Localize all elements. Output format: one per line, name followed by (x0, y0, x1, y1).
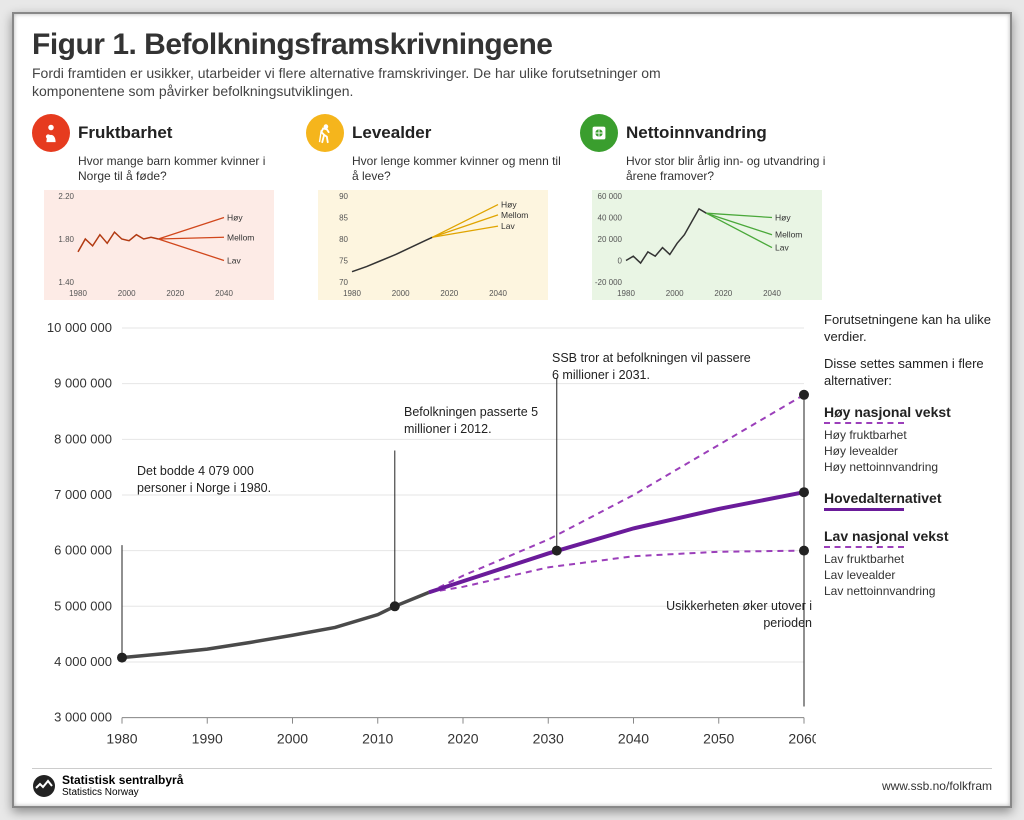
svg-text:2030: 2030 (533, 731, 564, 747)
svg-text:Mellom: Mellom (775, 230, 802, 240)
footer-url: www.ssb.no/folkfram (882, 779, 992, 793)
card-life-sub: Hvor lenge kommer kvinner og menn til å … (352, 154, 566, 184)
svg-text:1980: 1980 (343, 289, 361, 298)
svg-text:80: 80 (339, 235, 348, 244)
mini-chart-migration: -20 000 0 20 000 40 000 60 000 1980 2000 2020 20… (592, 190, 822, 300)
legend-desc: Høy fruktbarhet Høy levealder Høy nettoi… (824, 427, 992, 476)
footer-org-en: Statistics Norway (62, 787, 183, 798)
svg-text:4 000 000: 4 000 000 (54, 654, 112, 669)
card-life: Levealder Hvor lenge kommer kvinner og m… (306, 114, 566, 300)
card-fertility-title: Fruktbarhet (78, 123, 172, 143)
sidebar-intro2: Disse settes sammen i flere alternativer… (824, 356, 992, 390)
mini-chart-fertility: 1.40 1.80 2.20 1980 2000 2020 2040 Høy Mellom Lav (44, 190, 274, 300)
svg-text:6 000 000: 6 000 000 (54, 543, 112, 558)
svg-text:2050: 2050 (703, 731, 734, 747)
card-migration: Nettoinnvandring Hvor stor blir årlig in… (580, 114, 840, 300)
life-icon (306, 114, 344, 152)
svg-text:85: 85 (339, 214, 348, 223)
legend-title: Hovedalternativet (824, 490, 992, 514)
top-cards-row: Fruktbarhet Hvor mange barn kommer kvinn… (32, 114, 992, 300)
annot-uncert: Usikkerheten øker utover i perioden (662, 598, 812, 631)
svg-text:8 000 000: 8 000 000 (54, 432, 112, 447)
footer-org-name: Statistisk sentralbyrå (62, 773, 183, 787)
svg-text:-20 000: -20 000 (595, 278, 623, 287)
svg-text:1980: 1980 (106, 731, 137, 747)
svg-text:1990: 1990 (192, 731, 223, 747)
card-migration-sub: Hvor stor blir årlig inn- og utvandring … (626, 154, 840, 184)
legend-line (824, 508, 904, 511)
svg-text:2040: 2040 (215, 289, 233, 298)
svg-text:Lav: Lav (501, 221, 515, 231)
svg-text:1.80: 1.80 (58, 235, 74, 244)
svg-text:60 000: 60 000 (598, 192, 623, 201)
mini-chart-life: 70 75 80 85 90 1980 2000 2020 2040 HøyMellomLav (318, 190, 548, 300)
figure-subtitle: Fordi framtiden er usikker, utarbeider v… (32, 64, 672, 100)
annot-1980: Det bodde 4 079 000 personer i Norge i 1… (137, 463, 297, 496)
sidebar-intro1: Forutsetningene kan ha ulike verdier. (824, 312, 992, 346)
svg-text:2000: 2000 (277, 731, 308, 747)
main-chart-wrap: 3 000 000 4 000 000 5 000 000 6 000 000 7 00… (32, 308, 816, 764)
footer: Statistisk sentralbyrå Statistics Norway… (32, 768, 992, 798)
card-fertility: Fruktbarhet Hvor mange barn kommer kvinn… (32, 114, 292, 300)
svg-text:20 000: 20 000 (598, 235, 623, 244)
svg-text:10 000 000: 10 000 000 (47, 320, 112, 335)
svg-text:2020: 2020 (714, 289, 732, 298)
card-fertility-sub: Hvor mange barn kommer kvinner i Norge t… (78, 154, 292, 184)
svg-text:2060: 2060 (788, 731, 816, 747)
svg-text:Høy: Høy (501, 200, 517, 210)
svg-text:Lav: Lav (227, 256, 241, 266)
svg-text:75: 75 (339, 257, 348, 266)
svg-text:1980: 1980 (69, 289, 87, 298)
sidebar-legend: Forutsetningene kan ha ulike verdier. Di… (824, 308, 992, 764)
fertility-icon (32, 114, 70, 152)
legend-line (824, 546, 904, 548)
svg-text:3 000 000: 3 000 000 (54, 710, 112, 725)
svg-text:2020: 2020 (447, 731, 478, 747)
legend-line (824, 422, 904, 424)
svg-text:2040: 2040 (489, 289, 507, 298)
legend-title: Lav nasjonal vekst (824, 528, 992, 551)
footer-org: Statistisk sentralbyrå Statistics Norway (32, 773, 183, 798)
svg-text:40 000: 40 000 (598, 214, 623, 223)
card-life-title: Levealder (352, 123, 431, 143)
figure-title: Figur 1. Befolkningsframskrivningene (32, 28, 992, 62)
svg-text:2000: 2000 (666, 289, 684, 298)
svg-text:1.40: 1.40 (58, 278, 74, 287)
annot-2031: SSB tror at befolkningen vil passere 6 m… (552, 350, 752, 383)
svg-text:Mellom: Mellom (501, 210, 528, 220)
svg-text:Mellom: Mellom (227, 233, 254, 243)
svg-text:2.20: 2.20 (58, 192, 74, 201)
svg-text:0: 0 (618, 257, 623, 266)
migration-icon (580, 114, 618, 152)
annot-2012: Befolkningen passerte 5 millioner i 2012… (404, 404, 554, 437)
svg-text:5 000 000: 5 000 000 (54, 599, 112, 614)
svg-text:1980: 1980 (617, 289, 635, 298)
svg-text:Høy: Høy (227, 213, 243, 223)
card-migration-title: Nettoinnvandring (626, 123, 767, 143)
svg-text:2010: 2010 (362, 731, 393, 747)
svg-text:2000: 2000 (392, 289, 410, 298)
svg-text:Lav: Lav (775, 243, 789, 253)
svg-text:2040: 2040 (763, 289, 781, 298)
ssb-logo-icon (32, 774, 56, 798)
main-row: 3 000 000 4 000 000 5 000 000 6 000 000 7 00… (32, 308, 992, 764)
svg-text:7 000 000: 7 000 000 (54, 487, 112, 502)
svg-text:70: 70 (339, 278, 348, 287)
svg-text:2020: 2020 (166, 289, 184, 298)
svg-text:2000: 2000 (118, 289, 136, 298)
legend-title: Høy nasjonal vekst (824, 404, 992, 427)
svg-text:9 000 000: 9 000 000 (54, 376, 112, 391)
svg-text:Høy: Høy (775, 213, 791, 223)
svg-text:2020: 2020 (440, 289, 458, 298)
svg-text:2040: 2040 (618, 731, 649, 747)
svg-text:90: 90 (339, 192, 348, 201)
figure-frame: Figur 1. Befolkningsframskrivningene For… (12, 12, 1012, 808)
legend-desc: Lav fruktbarhet Lav levealder Lav nettoi… (824, 551, 992, 600)
